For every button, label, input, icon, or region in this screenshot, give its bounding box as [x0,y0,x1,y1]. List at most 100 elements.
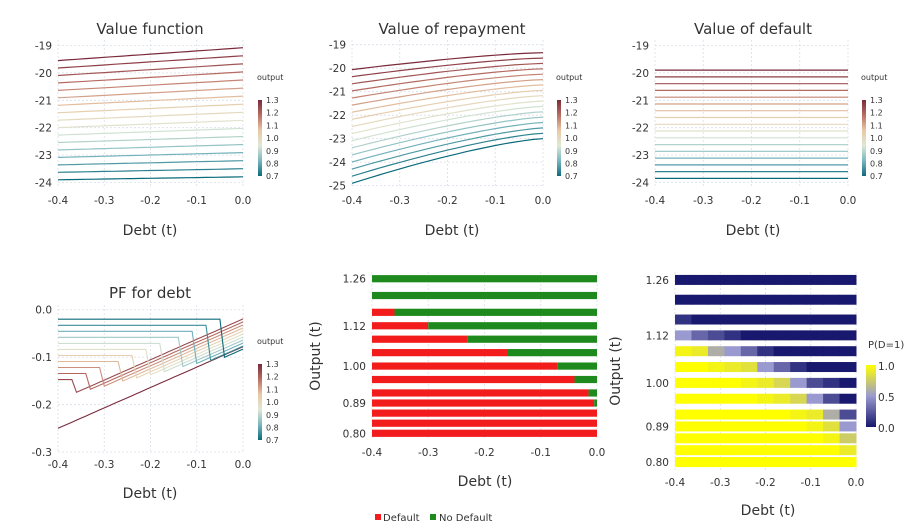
series-line [57,176,244,181]
probability-cell [839,445,857,456]
probability-cell [707,314,725,325]
probability-cell [757,409,775,420]
probability-cell [707,433,725,444]
colorbar-tick-label: 1.1 [266,121,279,130]
probability-cell [823,362,841,373]
series-line [57,47,244,62]
probability-cell [839,330,857,341]
series-line [58,336,244,368]
colorbar-tick-label: 0.8 [870,160,883,169]
x-tick-label: -0.3 [693,195,714,207]
probability-cell [806,421,824,432]
series-line [351,57,544,78]
probability-cell [724,445,742,456]
probability-cell [823,346,841,357]
probability-cell [806,274,824,285]
series-line [58,324,244,362]
series-line [57,103,244,114]
colorbar-tick-label: 1.3 [565,96,578,105]
colorbar-tick-label: 0.7 [565,172,578,181]
colorbar-title: P(D=1) [868,340,904,351]
probability-cell [707,346,725,357]
y-tick-label: 1.00 [343,361,366,373]
x-tick-label: -0.3 [710,477,731,489]
y-tick-label: -23 [35,150,52,162]
series-line [351,105,544,142]
default-region-bar [372,362,558,370]
x-axis-label: Debt (t) [741,503,796,519]
legend-swatch-default [375,514,381,520]
probability-cell [757,421,775,432]
probability-cell [740,314,758,325]
probability-cell [740,274,758,285]
probability-cell [806,362,824,373]
probability-cell [675,330,692,341]
probability-cell [839,362,857,373]
probability-cell [740,445,758,456]
series-line [57,135,244,144]
probability-cell [675,346,692,357]
probability-cell [757,457,775,468]
probability-cell [757,330,775,341]
colorbar-tick-label: 0.9 [266,411,279,420]
colorbar-tick-label: 1.3 [266,96,279,105]
probability-cell [806,457,824,468]
probability-cell [757,314,775,325]
y-tick-label: -24 [329,157,346,169]
colorbar-tick-label: 0.0 [878,423,895,435]
probability-cell [823,445,841,456]
series-line [351,116,544,156]
probability-cell [691,274,709,285]
default-region-bar [372,349,507,357]
probability-cell [839,346,857,357]
probability-cell [724,409,742,420]
x-tick-label: 0.0 [235,459,252,471]
no-default-region-bar [557,362,597,370]
y-tick-label: -23 [329,134,346,146]
probability-cell [691,409,709,420]
series-line [351,95,544,128]
probability-cell [790,314,808,325]
series-line [351,132,544,177]
series-line [57,71,244,84]
probability-cell [806,409,824,420]
probability-cell [839,421,857,432]
probability-cell [740,377,758,388]
probability-cell [757,274,775,285]
probability-cell [823,330,841,341]
probability-cell [740,294,758,305]
colorbar-tick-label: 1.1 [870,121,883,130]
colorbar-tick-label: 1.0 [878,361,895,373]
probability-cell [823,274,841,285]
probability-cell [773,433,791,444]
series-line [57,168,244,173]
x-axis-label: Debt (t) [123,486,178,502]
colorbar-tick-label: 1.3 [870,96,883,105]
probability-cell [691,433,709,444]
x-tick-label: 0.0 [235,195,252,207]
default-region-bar [372,399,595,407]
chart-title: Value function [96,20,203,38]
probability-cell [790,294,808,305]
default-region-bar [372,429,597,437]
x-tick-label: -0.4 [342,195,363,207]
x-axis-label: Debt (t) [726,223,781,239]
series-line [351,127,544,170]
probability-cell [823,457,841,468]
probability-cell [707,445,725,456]
output-colorbar [258,364,262,440]
probability-cell [691,421,709,432]
probability-cell [675,421,692,432]
chart-title: Value of default [694,20,812,38]
probability-cell [773,330,791,341]
legend-label-no-default: No Default [439,513,492,524]
probability-cell [806,294,824,305]
probability-cell [691,294,709,305]
probability-cell [806,377,824,388]
y-tick-label: 0.80 [343,428,366,440]
y-tick-label: -25 [329,181,346,193]
no-default-region-bar [394,308,597,316]
x-tick-label: -0.1 [187,195,208,207]
no-default-region-bar [467,335,597,343]
